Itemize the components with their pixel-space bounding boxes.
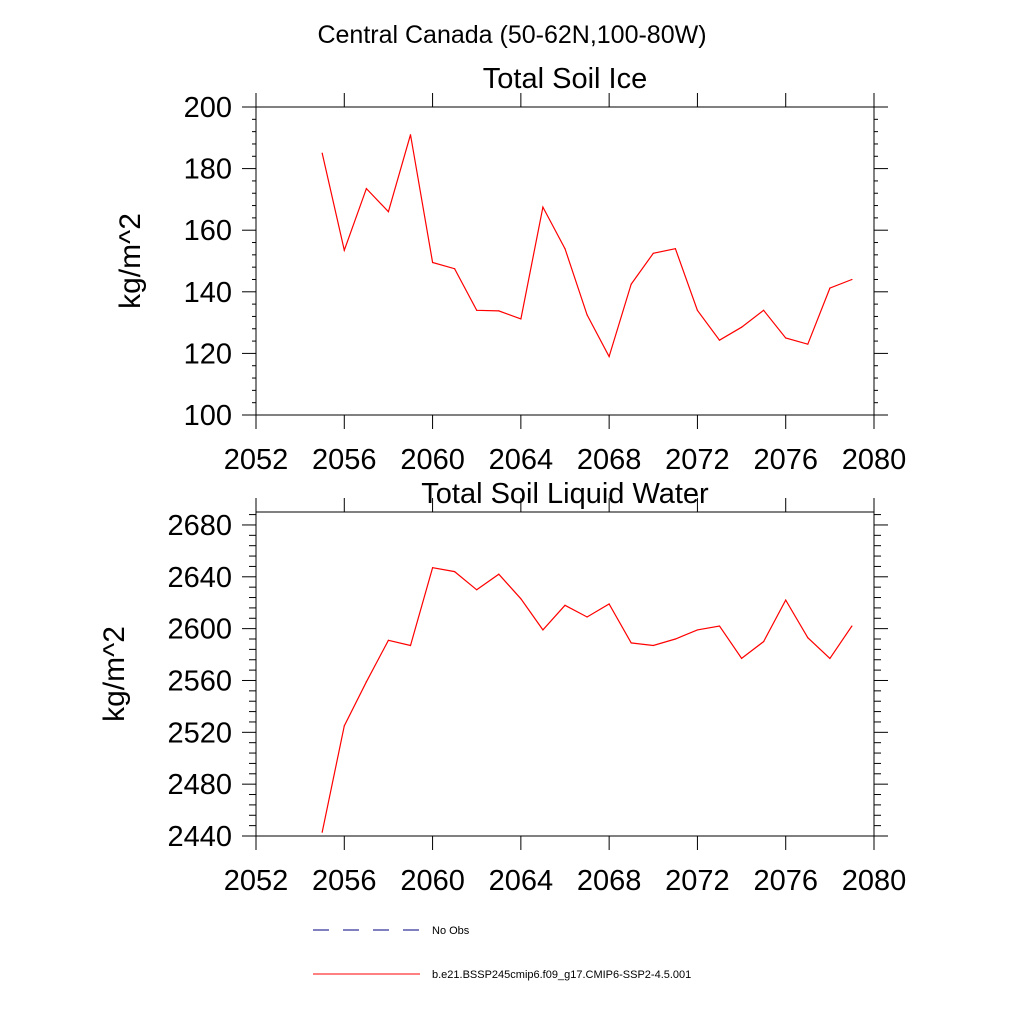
plot-frame xyxy=(255,106,875,416)
data-point xyxy=(454,268,456,270)
x-tick-label: 2056 xyxy=(312,865,377,897)
x-tick-label: 2060 xyxy=(400,865,465,897)
data-point xyxy=(409,134,412,136)
data-point xyxy=(387,639,390,641)
y-tick-label: 100 xyxy=(184,400,232,432)
data-point xyxy=(542,206,544,208)
data-point xyxy=(630,642,632,644)
data-point xyxy=(431,567,434,569)
x-tick-label: 2072 xyxy=(665,865,730,897)
data-point xyxy=(740,326,743,328)
data-point xyxy=(785,337,787,339)
data-point xyxy=(696,629,699,631)
chart-title: Total Soil Ice xyxy=(483,63,647,95)
data-point xyxy=(520,598,522,600)
y-tick-label: 2600 xyxy=(167,614,232,646)
y-tick-label: 2440 xyxy=(167,821,232,853)
data-point xyxy=(807,343,809,345)
data-point xyxy=(630,283,632,285)
data-point xyxy=(807,637,809,639)
data-point xyxy=(564,604,566,606)
data-point xyxy=(343,249,345,251)
data-point xyxy=(520,318,522,320)
x-tick-label: 2052 xyxy=(224,865,289,897)
data-point xyxy=(652,252,654,254)
data-point xyxy=(763,641,765,643)
data-point xyxy=(674,248,676,250)
y-axis-label: kg/m^2 xyxy=(98,626,131,722)
y-tick-label: 180 xyxy=(184,154,232,186)
y-tick-label: 2680 xyxy=(167,510,232,542)
plot-frame xyxy=(255,511,875,837)
data-point xyxy=(498,310,500,312)
series-line-1 xyxy=(321,567,853,833)
x-tick-label: 2064 xyxy=(489,444,554,476)
data-point xyxy=(564,248,566,250)
data-point xyxy=(718,339,721,341)
x-tick-label: 2056 xyxy=(312,444,377,476)
x-tick-label: 2076 xyxy=(753,865,818,897)
data-point xyxy=(740,657,743,660)
data-point xyxy=(476,309,478,311)
series-line-1 xyxy=(321,134,853,359)
x-tick-label: 2068 xyxy=(577,444,642,476)
data-point xyxy=(586,616,588,618)
legend-label-1: No Obs xyxy=(432,925,470,937)
y-axis-label: kg/m^2 xyxy=(114,213,147,309)
data-point xyxy=(454,571,456,573)
data-point xyxy=(652,644,654,647)
chart-panel-1: 2052 2056 2060 2064 2068 2072 2076 2080 100 120 14… xyxy=(114,63,906,476)
data-point xyxy=(365,188,367,190)
chart-panel-2: 2052 2056 2060 2064 2068 2072 2076 2080 2440 2480… xyxy=(98,478,906,897)
data-point xyxy=(851,625,853,627)
data-point xyxy=(498,573,500,575)
y-tick-label: 160 xyxy=(184,215,232,247)
data-point xyxy=(365,681,367,683)
y-tick-label: 140 xyxy=(184,277,232,309)
x-tick-label: 2064 xyxy=(489,865,554,897)
data-point xyxy=(851,278,853,281)
data-point xyxy=(321,831,323,833)
data-point xyxy=(586,314,588,316)
x-tick-label: 2060 xyxy=(400,444,465,476)
data-point xyxy=(387,211,390,213)
x-tick-label: 2072 xyxy=(665,444,730,476)
x-tick-label: 2068 xyxy=(577,865,642,897)
data-point xyxy=(608,355,610,358)
legend: No Obs b.e21.BSSP245cmip6.f09_g17.CMIP6-S… xyxy=(313,925,691,981)
data-point xyxy=(829,657,831,660)
data-point xyxy=(696,309,699,311)
data-point xyxy=(343,725,345,727)
legend-label-2: b.e21.BSSP245cmip6.f09_g17.CMIP6-SSP2-4.… xyxy=(432,969,691,981)
chart-title: Total Soil Liquid Water xyxy=(421,478,709,510)
x-tick-label: 2080 xyxy=(842,865,907,897)
data-point xyxy=(431,261,434,264)
y-tick-label: 2560 xyxy=(167,665,232,697)
y-tick-label: 200 xyxy=(184,92,232,124)
y-tick-label: 2480 xyxy=(167,769,232,801)
x-tick-label: 2052 xyxy=(224,444,289,476)
data-point xyxy=(476,589,478,591)
data-point xyxy=(542,629,544,631)
data-point xyxy=(829,287,831,289)
data-point xyxy=(718,625,721,627)
y-tick-label: 120 xyxy=(184,338,232,370)
figure-suptitle: Central Canada (50-62N,100-80W) xyxy=(317,21,706,49)
data-point xyxy=(608,603,610,605)
x-tick-label: 2076 xyxy=(753,444,818,476)
data-point xyxy=(321,152,323,154)
x-tick-label: 2080 xyxy=(842,444,907,476)
data-point xyxy=(409,644,412,647)
y-tick-label: 2520 xyxy=(167,717,232,749)
y-tick-label: 2640 xyxy=(167,562,232,594)
data-point xyxy=(785,599,787,601)
data-point xyxy=(674,638,676,640)
data-point xyxy=(763,309,765,311)
